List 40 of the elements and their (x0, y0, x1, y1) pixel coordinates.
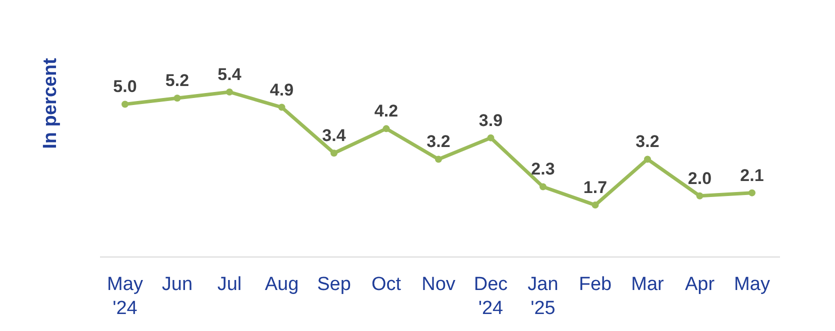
point (382, 125, 390, 132)
data-label: 2.1 (740, 166, 764, 185)
point (122, 100, 128, 108)
data-label: 3.2 (426, 132, 450, 152)
data-label: 1.7 (583, 178, 608, 198)
x-tick-label: Oct (371, 274, 402, 295)
point (226, 88, 233, 96)
x-tick-label: Mar (631, 274, 665, 295)
data-label: 5.0 (113, 77, 137, 96)
point (748, 189, 756, 196)
point (644, 156, 651, 163)
data-label: 4.2 (374, 102, 398, 121)
x-tick-label: Jan '25 (528, 274, 558, 319)
data-label: 3.9 (478, 110, 503, 130)
point (592, 202, 599, 209)
point (540, 183, 546, 190)
data-label: 5.2 (165, 71, 190, 90)
point (330, 150, 338, 157)
y-axis-title: In percent (40, 57, 61, 149)
point (487, 134, 494, 142)
point (435, 156, 442, 163)
data-label: 3.2 (636, 132, 660, 152)
x-tick-label: May '24 (107, 274, 144, 319)
x-tick-label: Jun (162, 274, 193, 295)
point (278, 104, 286, 111)
x-tick-label: Nov (422, 274, 456, 295)
point (696, 192, 704, 200)
data-label: 2.3 (531, 160, 555, 179)
x-tick-label: Aug (264, 274, 299, 295)
x-tick-label: May (734, 274, 770, 295)
data-label: 4.9 (270, 80, 294, 100)
data-label: 3.4 (322, 126, 346, 146)
data-label: 5.4 (218, 65, 242, 84)
x-tick-label: Feb (578, 274, 612, 295)
x-tick-label: Apr (684, 274, 716, 295)
point (174, 94, 181, 102)
x-tick-label: Sep (317, 274, 351, 295)
data-label: 2.0 (688, 168, 712, 188)
x-tick-label: Jul (217, 274, 242, 295)
x-tick-label: Dec '24 (474, 274, 508, 319)
